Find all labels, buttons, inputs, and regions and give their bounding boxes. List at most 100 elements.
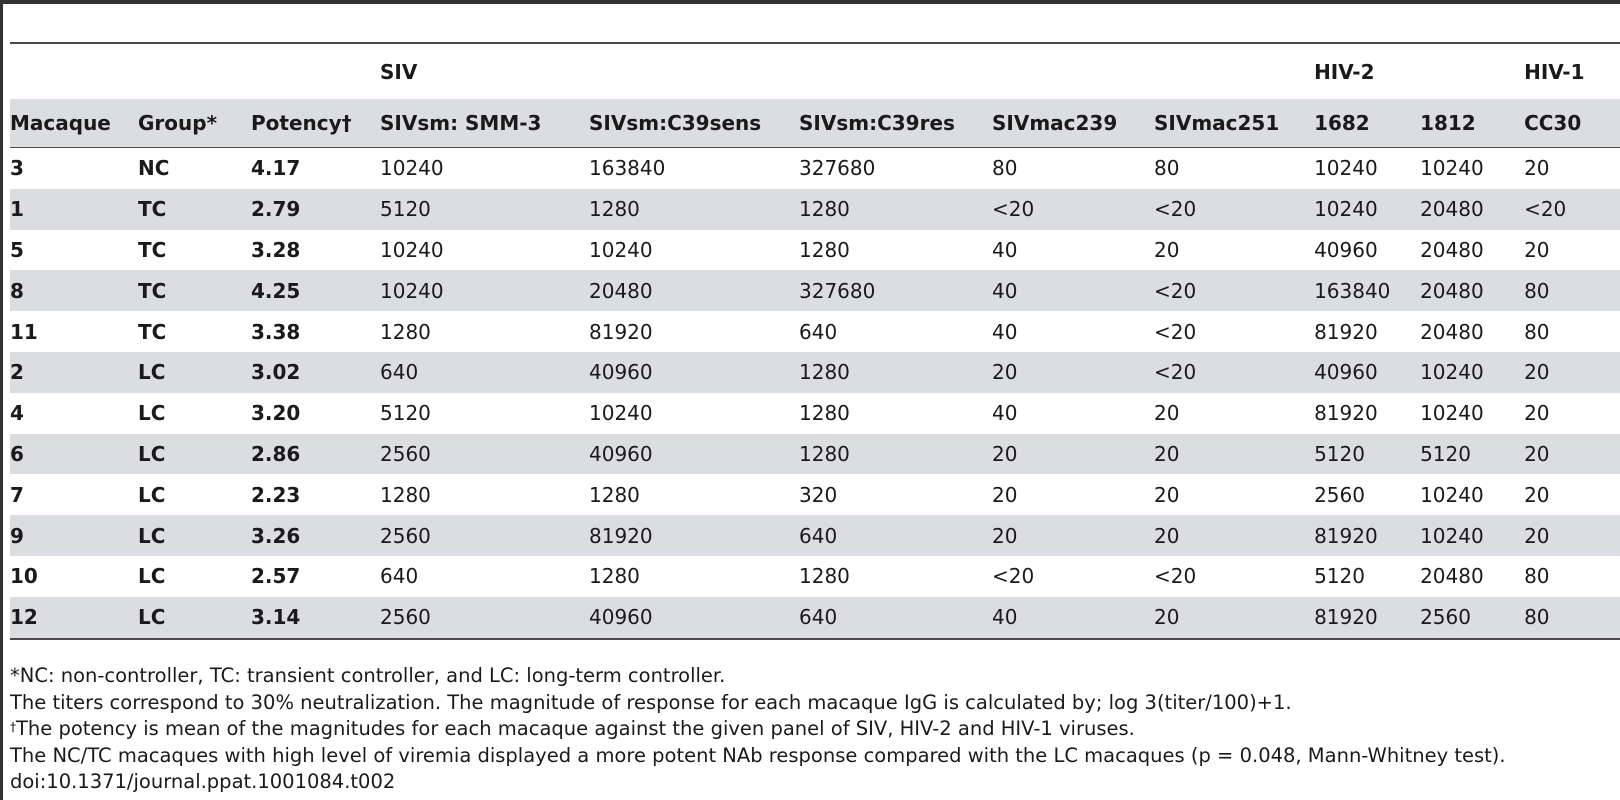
table-cell: TC [138,237,167,262]
table-cell: 640 [799,319,838,344]
table-cell: 20 [1154,237,1180,262]
table-cell: 40960 [1314,351,1421,393]
group-header-hiv1: HIV-1 [1524,59,1585,84]
table-cell: 5120 [1314,433,1421,475]
table-cell: 40 [992,401,1018,426]
column-header: Potency† [251,99,380,148]
table-cell: 20 [1154,401,1180,426]
table-cell: 20 [992,433,1154,475]
table-cell: 20480 [1420,237,1484,262]
table-cell: 1280 [799,188,992,230]
column-header: Macaque [10,99,138,148]
table-cell: 81920 [589,319,653,344]
column-header-row: Macaque Group* Potency† SIVsm: SMM-3 SIVsm:C… [10,99,1620,148]
table-cell: 20 [992,482,1018,507]
table-row: 2 LC 3.02 640 40960 1280 20 <20 40960 10240 20 [10,351,1620,393]
footnote-viremia: The NC/TC macaques with high level of vi… [10,743,1506,767]
table-cell: TC [138,188,251,230]
table-cell: 1280 [589,564,640,589]
table-cell: 5120 [1420,433,1525,475]
table-row: 1 TC 2.79 5120 1280 1280 <20 <20 10240 20480 <20 [10,188,1620,230]
left-border [0,0,3,800]
table-cell: 20 [1524,482,1550,507]
table-cell: 9 [10,515,138,556]
table-cell: 20480 [1420,188,1525,230]
column-header: SIVsm:C39sens [589,99,799,148]
table-cell: 6 [10,433,138,475]
table-cell: 5 [10,237,24,262]
table-cell: NC [138,156,170,181]
table-cell: 3 [10,156,24,181]
table-cell: 2.57 [251,564,301,589]
table-cell: 2560 [380,515,589,556]
column-header: SIVmac239 [992,99,1154,148]
column-header: Group* [138,99,251,148]
table-cell: 81920 [1314,596,1421,639]
table-cell: <20 [992,188,1154,230]
table-cell: LC [138,401,166,426]
table-cell: 7 [10,482,24,507]
table-cell: 2560 [1314,482,1365,507]
table-cell: 20480 [1420,564,1484,589]
table-cell: 20 [992,515,1154,556]
table-cell: LC [138,351,251,393]
table-cell: 10240 [1420,401,1484,426]
table-cell: 1280 [589,188,799,230]
table-cell: 81920 [1314,515,1421,556]
neutralization-table: SIV HIV-2 HIV-1 Macaque Group* Potency† SIV… [10,42,1620,640]
table-cell: 40960 [1314,237,1378,262]
table-cell: 20 [992,351,1154,393]
table-cell: <20 [1154,270,1315,312]
group-header-siv: SIV [380,59,418,84]
column-header: 1812 [1420,99,1525,148]
table-cell: 3.26 [251,515,380,556]
table-container: SIV HIV-2 HIV-1 Macaque Group* Potency† SIV… [10,42,1620,640]
table-cell: 4.25 [251,270,380,312]
table-cell: 10240 [589,401,653,426]
table-cell: 20 [1524,515,1620,556]
table-cell: 10240 [589,237,653,262]
table-cell: 10240 [1420,515,1525,556]
table-cell: 1280 [799,433,992,475]
table-cell: <20 [1154,564,1197,589]
table-cell: 2.23 [251,482,301,507]
table-cell: 327680 [799,156,876,181]
table-cell: 20 [1524,401,1550,426]
table-cell: 20480 [1420,270,1525,312]
table-cell: 10240 [1420,351,1525,393]
table-cell: 12 [10,596,138,639]
table-cell: <20 [1154,188,1315,230]
table-cell: 10240 [380,237,444,262]
table-cell: <20 [1154,351,1315,393]
table-cell: 81920 [1314,319,1378,344]
table-cell: 1 [10,188,138,230]
table-cell: 40960 [589,433,799,475]
column-header: SIVsm:C39res [799,99,992,148]
table-cell: 1280 [380,319,431,344]
group-header-hiv2: HIV-2 [1314,59,1375,84]
table-cell: 5120 [380,401,431,426]
table-cell: 40 [992,270,1154,312]
table-cell: 1280 [799,237,850,262]
table-cell: 20 [1154,433,1315,475]
table-cell: 4 [10,401,24,426]
table-cell: 20 [1154,515,1315,556]
table-cell: 80 [992,156,1018,181]
table-cell: 10240 [380,156,444,181]
table-cell: 327680 [799,270,992,312]
table-cell: 40 [992,237,1018,262]
table-cell: 10240 [1420,156,1484,181]
table-cell: 3.14 [251,596,380,639]
table-row: 12 LC 3.14 2560 40960 640 40 20 81920 2560 80 [10,596,1620,639]
table-cell: 20 [1154,482,1180,507]
table-cell: 1280 [799,401,850,426]
table-cell: LC [138,596,251,639]
table-cell: 2.79 [251,188,380,230]
table-row: 4 LC 3.20 5120 10240 1280 40 20 81920 10240 20 [10,393,1620,434]
table-cell: 80 [1524,596,1620,639]
table-cell: <20 [992,564,1035,589]
table-cell: 80 [1524,319,1550,344]
table-cell: 1280 [799,351,992,393]
table-cell: 1280 [380,482,431,507]
table-row: 5 TC 3.28 10240 10240 1280 40 20 40960 20480 20 [10,230,1620,271]
